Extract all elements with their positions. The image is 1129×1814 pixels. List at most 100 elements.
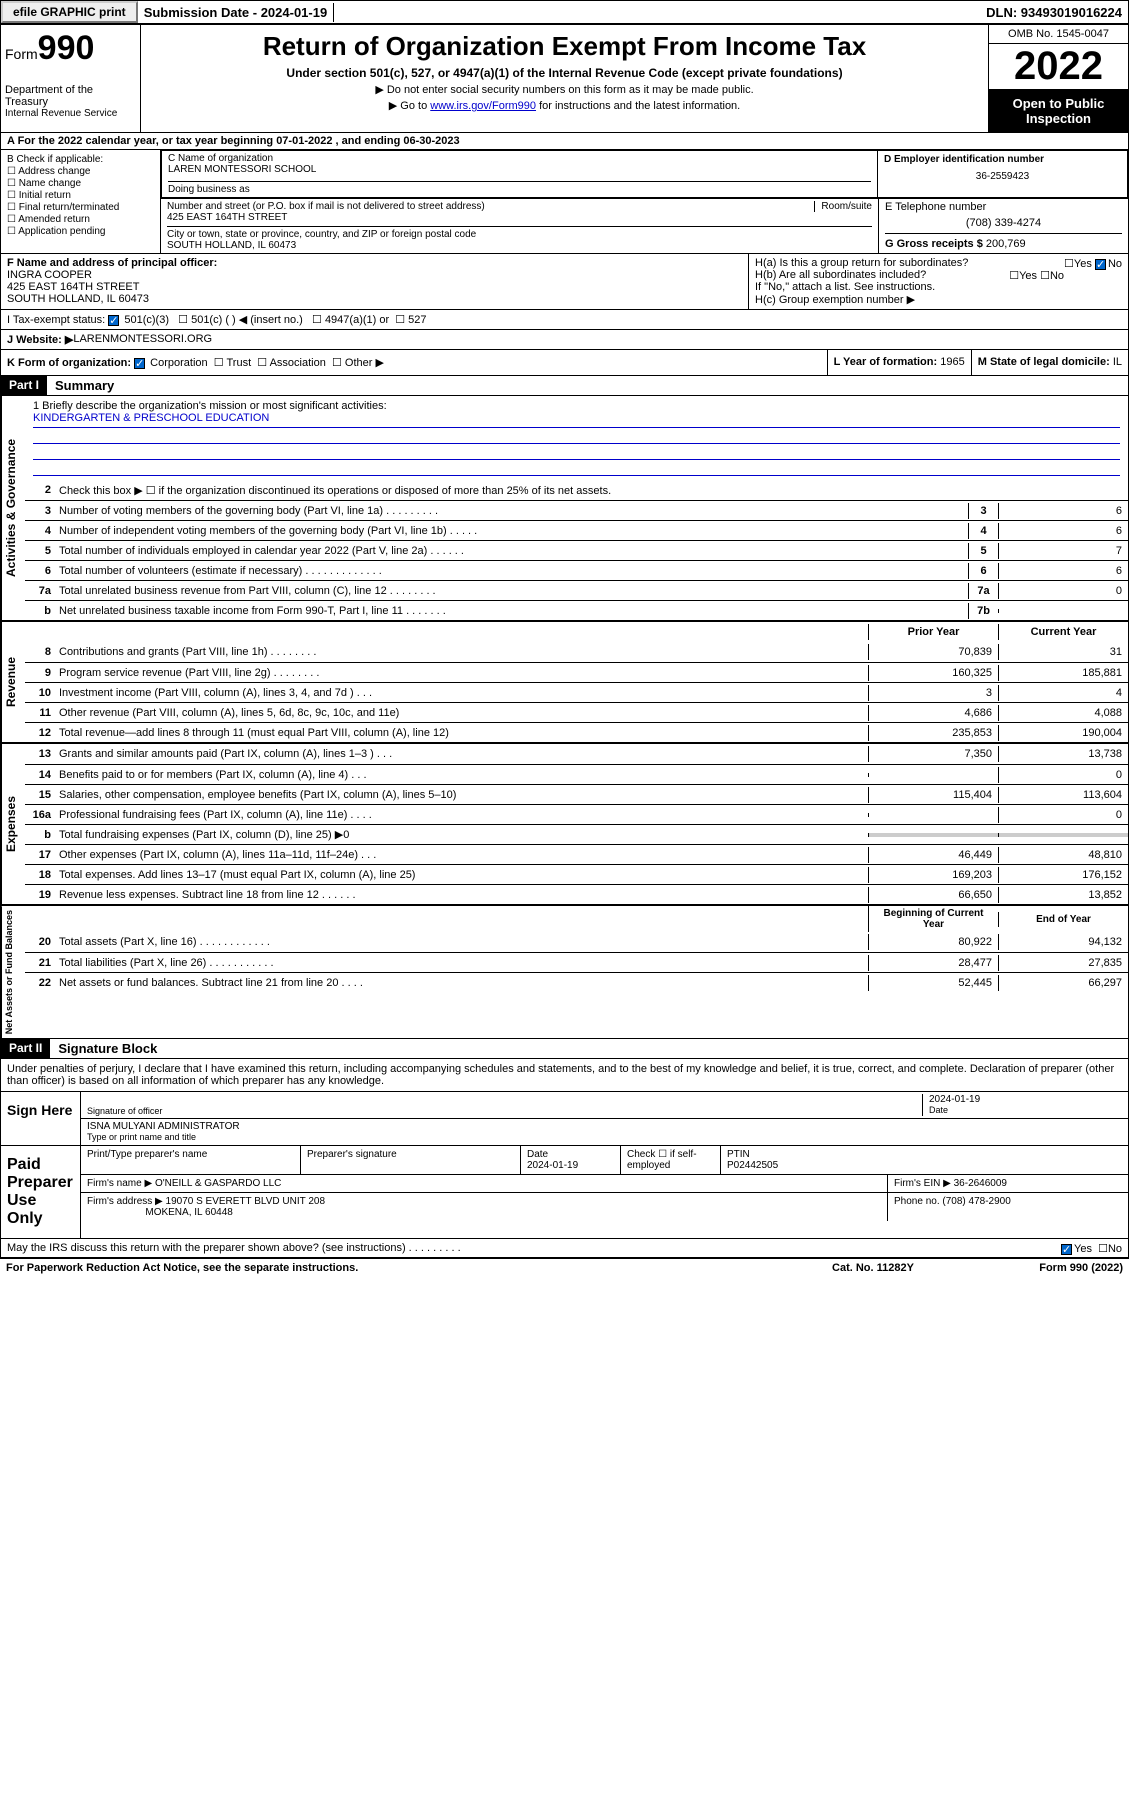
hb-note: If "No," attach a list. See instructions… [755,281,1122,293]
prior-year-hdr: Prior Year [868,624,998,640]
sig-name-cell: ISNA MULYANI ADMINISTRATOR Type or print… [87,1121,1122,1143]
group-return-cell: H(a) Is this a group return for subordin… [748,254,1128,309]
state-domicile: M State of legal domicile: IL [971,350,1128,375]
blank [55,630,868,634]
table-row: 14Benefits paid to or for members (Part … [25,764,1128,784]
sig-date: 2024-01-19 [929,1094,980,1105]
mission-q: 1 Briefly describe the organization's mi… [33,400,1120,412]
revenue-label: Revenue [1,622,25,742]
table-row: 21Total liabilities (Part X, line 26) . … [25,952,1128,972]
discuss-row: May the IRS discuss this return with the… [1,1238,1128,1257]
table-row: bNet unrelated business taxable income f… [25,600,1128,620]
mission-line2 [33,428,1120,444]
part-i-title: Summary [47,376,122,395]
mission-block: 1 Briefly describe the organization's mi… [25,396,1128,480]
addr-label: Number and street (or P.O. box if mail i… [167,201,814,212]
blank [55,917,868,921]
paid-preparer-row: Paid Preparer Use Only Print/Type prepar… [1,1145,1128,1238]
irs-link[interactable]: www.irs.gov/Form990 [430,100,536,112]
table-row: 12Total revenue—add lines 8 through 11 (… [25,722,1128,742]
governance-section: Activities & Governance 1 Briefly descri… [1,395,1128,620]
net-assets-table: Beginning of Current Year End of Year 20… [25,906,1128,1038]
firm-addr-cell: Firm's address ▶ 19070 S EVERETT BLVD UN… [81,1193,888,1221]
table-row: 8Contributions and grants (Part VIII, li… [25,642,1128,662]
form-subtitle: Under section 501(c), 527, or 4947(a)(1)… [147,66,982,80]
begin-year-hdr: Beginning of Current Year [868,906,998,932]
table-row: 15Salaries, other compensation, employee… [25,784,1128,804]
net-header-row: Beginning of Current Year End of Year [25,906,1128,932]
omb-label: OMB No. 1545-0047 [989,25,1128,44]
website-value: LARENMONTESSORI.ORG [73,333,212,346]
row-a: A For the 2022 calendar year, or tax yea… [1,132,1128,149]
row-i: I Tax-exempt status: 501(c)(3) ☐ 501(c) … [1,309,1128,329]
header-left: Form990 Department of the Treasury Inter… [1,25,141,132]
website-label: J Website: ▶ [7,333,73,346]
table-row: 10Investment income (Part VIII, column (… [25,682,1128,702]
section-bcdefg: B Check if applicable: ☐ Address change … [1,149,1128,253]
officer-addr2: SOUTH HOLLAND, IL 60473 [7,293,149,305]
part-ii-label: Part II [1,1039,50,1058]
year-formation: L Year of formation: 1965 [827,350,971,375]
part-ii-title: Signature Block [50,1039,165,1058]
header-mid: Return of Organization Exempt From Incom… [141,25,988,132]
prep-date-cell: Date2024-01-19 [521,1146,621,1174]
phone-value: (708) 339-4274 [885,217,1122,229]
tax-year: 2022 [989,44,1128,90]
prep-name-hdr: Print/Type preparer's name [81,1146,301,1174]
header-right: OMB No. 1545-0047 2022 Open to Public In… [988,25,1128,132]
current-year-hdr: Current Year [998,624,1128,640]
org-name-label: C Name of organization [168,153,871,164]
hb-row: H(b) Are all subordinates included? ☐Yes… [755,269,1122,281]
net-assets-section: Net Assets or Fund Balances Beginning of… [1,904,1128,1038]
table-row: 17Other expenses (Part IX, column (A), l… [25,844,1128,864]
paid-preparer-label: Paid Preparer Use Only [1,1146,81,1238]
org-name-cell: C Name of organization LAREN MONTESSORI … [162,151,877,197]
signature-declaration: Under penalties of perjury, I declare th… [1,1058,1128,1091]
mission-line3 [33,444,1120,460]
form-label: Form [5,46,38,62]
sig-officer-line: Signature of officer 2024-01-19 Date [81,1092,1128,1119]
note2-pre: ▶ Go to [389,100,430,112]
prep-sig-hdr: Preparer's signature [301,1146,521,1174]
table-row: 18Total expenses. Add lines 13–17 (must … [25,864,1128,884]
b-opt-2: ☐ Initial return [7,190,154,201]
efile-button[interactable]: efile GRAPHIC print [1,1,138,23]
expenses-section: Expenses 13Grants and similar amounts pa… [1,742,1128,904]
phone-label: E Telephone number [885,201,1122,213]
b-opt-5: ☐ Application pending [7,226,154,237]
org-form: K Form of organization: Corporation ☐ Tr… [1,350,827,375]
row-j: J Website: ▶ LARENMONTESSORI.ORG [1,329,1128,349]
officer-addr1: 425 EAST 164TH STREET [7,281,139,293]
k-right: L Year of formation: 1965 M State of leg… [827,350,1128,375]
open-inspection: Open to Public Inspection [989,90,1128,132]
tax-status: I Tax-exempt status: 501(c)(3) ☐ 501(c) … [7,313,1122,326]
footer-center: Cat. No. 11282Y [773,1262,973,1274]
table-row: 22Net assets or fund balances. Subtract … [25,972,1128,992]
officer-label: F Name and address of principal officer: [7,257,217,269]
table-row: 9Program service revenue (Part VIII, lin… [25,662,1128,682]
part-ii-header: Part II Signature Block [1,1038,1128,1058]
table-row: 3Number of voting members of the governi… [25,500,1128,520]
row-a-text: A For the 2022 calendar year, or tax yea… [7,135,460,147]
sig-officer-label: Signature of officer [87,1106,922,1116]
org-name: LAREN MONTESSORI SCHOOL [168,164,871,175]
blank [25,630,55,634]
table-row: 13Grants and similar amounts paid (Part … [25,744,1128,764]
note2-post: for instructions and the latest informat… [536,100,740,112]
part-i-label: Part I [1,376,47,395]
city-value: SOUTH HOLLAND, IL 60473 [167,240,872,251]
footer-right: Form 990 (2022) [973,1262,1123,1274]
table-row: 5Total number of individuals employed in… [25,540,1128,560]
footer-row: For Paperwork Reduction Act Notice, see … [0,1258,1129,1277]
prep-row2: Firm's name ▶ O'NEILL & GASPARDO LLC Fir… [81,1174,1128,1192]
officer-cell: F Name and address of principal officer:… [1,254,748,309]
irs-label: Internal Revenue Service [5,108,136,119]
name-box: C Name of organization LAREN MONTESSORI … [161,150,1128,198]
note-ssn: ▶ Do not enter social security numbers o… [147,83,982,96]
sig-name-label: Type or print name and title [87,1132,196,1142]
governance-label: Activities & Governance [1,396,25,620]
prep-self-emp: Check ☐ if self-employed [621,1146,721,1174]
note-url: ▶ Go to www.irs.gov/Form990 for instruct… [147,99,982,112]
firm-name-cell: Firm's name ▶ O'NEILL & GASPARDO LLC [81,1175,888,1192]
form-number: Form990 [5,29,136,68]
